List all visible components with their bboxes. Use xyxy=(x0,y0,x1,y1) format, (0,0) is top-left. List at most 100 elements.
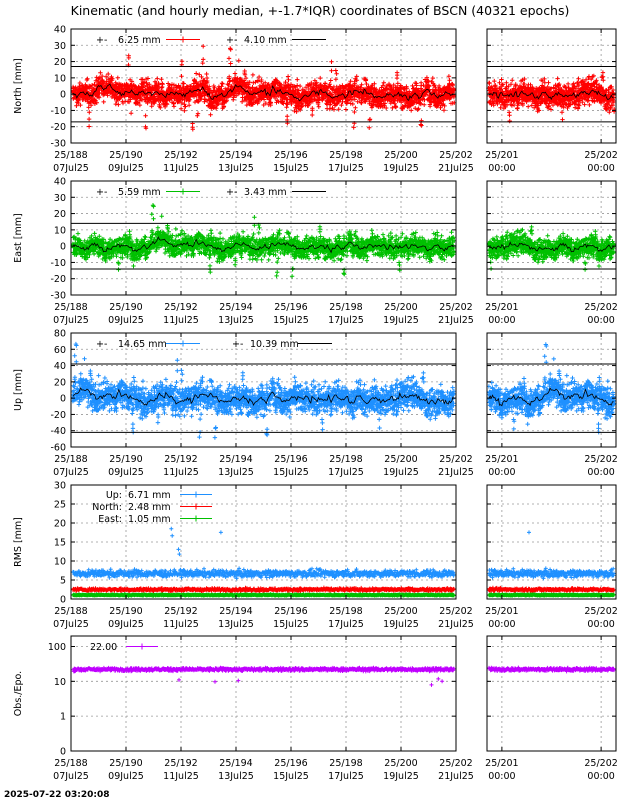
legend-label: 2.48 mm xyxy=(128,502,171,513)
x-tick-label: 15Jul25 xyxy=(273,163,309,174)
x-tick-label: 25/202 xyxy=(584,302,617,313)
x-tick-label: 25/198 xyxy=(329,758,362,769)
x-tick-label: 25/198 xyxy=(329,454,362,465)
y-axis-label: East [mm] xyxy=(13,213,24,262)
x-tick-label: 25/198 xyxy=(329,606,362,617)
y-tick-label: -20 xyxy=(50,410,66,421)
up-median-line xyxy=(488,387,614,407)
x-tick-label: 07Jul25 xyxy=(53,315,89,326)
y-tick-label: 20 xyxy=(54,209,66,220)
x-tick-label: 25/188 xyxy=(54,606,87,617)
y-tick-label: -20 xyxy=(50,274,66,285)
legend: Up: 6.71 mm North: 2.48 mm East: 1.05 mm xyxy=(92,490,212,525)
plot-frame xyxy=(486,635,617,752)
x-tick-label: 17Jul25 xyxy=(328,771,364,782)
y-tick-label: 10 xyxy=(54,557,66,568)
x-tick-label: 25/202 xyxy=(439,606,472,617)
y-tick-label: -40 xyxy=(50,426,66,437)
rms-up-points xyxy=(487,530,616,581)
y-tick-label: -60 xyxy=(50,443,66,454)
plot-frame xyxy=(486,180,617,296)
rms-up-points xyxy=(71,526,456,581)
legend-marker xyxy=(193,491,199,498)
rms-zoom-plot: 25/201 00:00 25/202 00:00 xyxy=(485,484,618,630)
up-main-plot: 25/188 07Jul25 25/190 09Jul25 25/192 11Jul25 2… xyxy=(50,329,473,479)
north-main-plot: 25/188 07Jul25 25/190 09Jul25 25/192 11Jul25 2… xyxy=(50,25,473,175)
x-tick-label: 25/201 xyxy=(485,454,518,465)
x-tick-label: 07Jul25 xyxy=(53,163,89,174)
legend: +- 5.59 mm +- 3.43 mm xyxy=(96,187,326,198)
x-tick-label: 21Jul25 xyxy=(438,467,474,478)
panel-rms: 25/188 07Jul25 25/190 09Jul25 25/192 11Jul25 2… xyxy=(13,481,618,631)
panel-north: 25/188 07Jul25 25/190 09Jul25 25/192 11Jul25 2… xyxy=(13,25,618,175)
legend: +- 6.25 mm +- 4.10 mm xyxy=(96,35,326,46)
x-tick-label: 11Jul25 xyxy=(163,163,199,174)
plot-frame xyxy=(70,28,457,144)
y-tick-label: 25 xyxy=(54,500,66,511)
y-tick-label: 60 xyxy=(54,345,66,356)
y-tick-label: 20 xyxy=(54,57,66,68)
plot-frame xyxy=(70,635,457,752)
legend-label: 4.10 mm xyxy=(244,35,287,46)
y-tick-label: 40 xyxy=(54,361,66,372)
east-main-plot: 25/188 07Jul25 25/190 09Jul25 25/192 11Jul25 2… xyxy=(50,177,473,327)
legend-name: East: xyxy=(98,514,122,525)
x-tick-label: 25/202 xyxy=(584,150,617,161)
y-tick-label: 20 xyxy=(54,377,66,388)
east-zoom-plot: 25/201 00:00 25/202 00:00 xyxy=(485,180,618,326)
legend-marker xyxy=(180,340,186,347)
x-tick-label: 25/188 xyxy=(54,758,87,769)
x-tick-label: 25/201 xyxy=(485,606,518,617)
y-tick-label: 10 xyxy=(54,73,66,84)
east-points xyxy=(70,203,457,279)
plot-frame xyxy=(70,332,457,448)
x-tick-label: 25/190 xyxy=(109,150,142,161)
x-tick-label: 09Jul25 xyxy=(108,771,144,782)
panel-up: 25/188 07Jul25 25/190 09Jul25 25/192 11Jul25 2… xyxy=(13,329,618,479)
x-tick-label: 25/198 xyxy=(329,302,362,313)
rms-east-points xyxy=(487,592,616,598)
x-tick-label: 25/188 xyxy=(54,454,87,465)
y-tick-label: 1 xyxy=(60,712,66,723)
y-tick-label: 40 xyxy=(54,177,66,188)
y-tick-label: -30 xyxy=(50,291,66,302)
north-points xyxy=(70,44,457,132)
x-tick-label: 25/194 xyxy=(219,150,252,161)
x-tick-label: 25/202 xyxy=(584,606,617,617)
x-tick-label: 00:00 xyxy=(587,771,614,782)
y-axis-label: RMS [mm] xyxy=(13,517,24,567)
x-tick-label: 25/194 xyxy=(219,454,252,465)
x-tick-label: 25/200 xyxy=(384,454,417,465)
north-median-line xyxy=(72,83,454,102)
x-tick-label: 21Jul25 xyxy=(438,315,474,326)
x-tick-label: 00:00 xyxy=(488,315,515,326)
legend-symbol: +- xyxy=(96,187,107,198)
legend-symbol: +- xyxy=(232,339,243,350)
x-tick-label: 21Jul25 xyxy=(438,163,474,174)
x-tick-label: 19Jul25 xyxy=(383,315,419,326)
legend-symbol: +- xyxy=(226,187,237,198)
y-tick-label: 0 xyxy=(60,595,66,606)
x-tick-label: 25/190 xyxy=(109,302,142,313)
legend-marker xyxy=(180,188,186,195)
x-tick-label: 07Jul25 xyxy=(53,467,89,478)
x-tick-label: 25/192 xyxy=(164,302,197,313)
y-tick-label: 15 xyxy=(54,538,66,549)
rms-north-points xyxy=(71,585,456,594)
legend-label: 22.00 xyxy=(90,642,117,653)
obs-main-plot: 25/188 07Jul25 25/190 09Jul25 25/192 11Jul25 2… xyxy=(48,635,474,782)
north-zoom-plot: 25/201 00:00 25/202 00:00 xyxy=(485,28,618,174)
y-tick-label: 0 xyxy=(60,90,66,101)
x-tick-label: 21Jul25 xyxy=(438,619,474,630)
legend-marker xyxy=(193,515,199,522)
x-tick-label: 15Jul25 xyxy=(273,771,309,782)
x-tick-label: 25/200 xyxy=(384,606,417,617)
chart-title: Kinematic (and hourly median, +-1.7*IQR)… xyxy=(71,3,570,18)
x-tick-label: 17Jul25 xyxy=(328,163,364,174)
y-tick-label: 30 xyxy=(54,41,66,52)
plot-frame xyxy=(486,28,617,144)
obs-zoom-plot: 25/201 00:00 25/202 00:00 xyxy=(485,635,618,782)
x-tick-label: 25/202 xyxy=(439,758,472,769)
legend-marker xyxy=(139,643,145,650)
x-tick-label: 25/190 xyxy=(109,758,142,769)
